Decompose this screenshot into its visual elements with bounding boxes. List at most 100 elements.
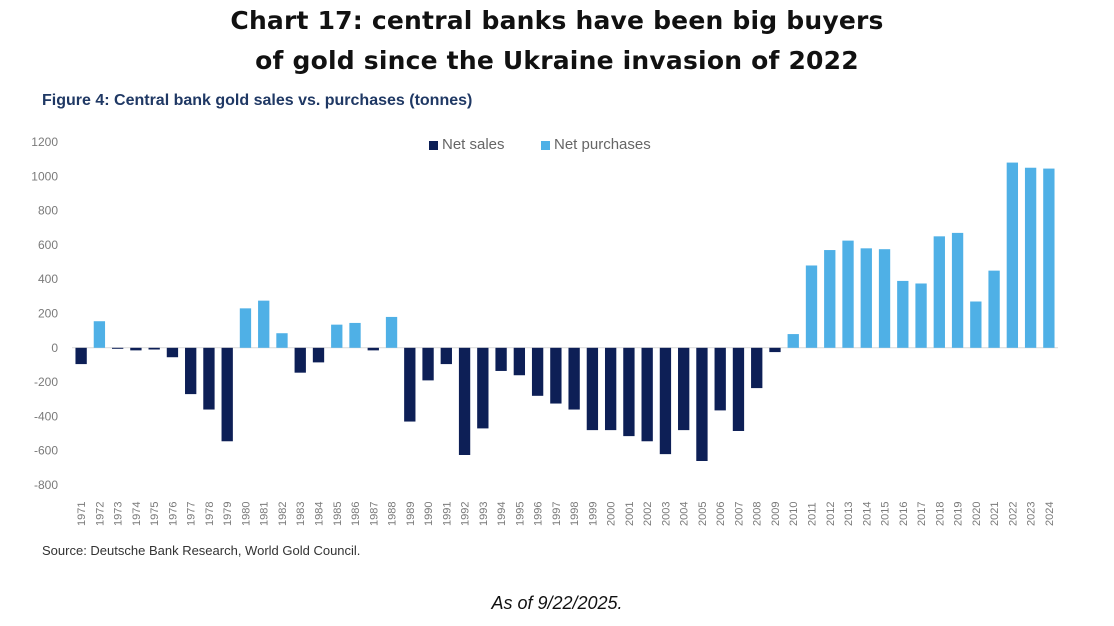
- bar-1971: [75, 347, 87, 365]
- x-tick-label: 2015: [880, 502, 892, 526]
- x-tick-label: 1991: [441, 502, 453, 526]
- x-tick-label: 1994: [496, 502, 508, 526]
- bar-1982: [276, 333, 288, 348]
- x-tick-label: 1989: [405, 502, 417, 526]
- x-tick-label: 2023: [1026, 502, 1038, 526]
- y-tick-label: 800: [38, 204, 58, 218]
- x-tick-label: 1972: [94, 502, 106, 526]
- bar-2011: [805, 265, 818, 348]
- x-tick-label: 1985: [332, 502, 344, 526]
- legend-label-net-purchases: Net purchases: [554, 136, 651, 153]
- chart-main-title-line1: Chart 17: central banks have been big bu…: [230, 6, 884, 35]
- bar-1997: [550, 347, 562, 404]
- x-tick-label: 1993: [478, 502, 490, 526]
- bar-1981: [258, 300, 270, 348]
- y-tick-label: -200: [34, 375, 58, 389]
- bar-1989: [404, 347, 416, 422]
- legend-swatch-net-sales: [429, 141, 438, 150]
- x-tick-label: 2021: [989, 502, 1001, 526]
- bar-2015: [878, 249, 891, 348]
- bar-chart: 120010008006004002000-200-400-600-800197…: [31, 135, 1058, 526]
- x-tick-label: 2017: [916, 502, 928, 526]
- x-tick-label: 2001: [624, 502, 636, 526]
- bar-2018: [933, 236, 945, 348]
- x-tick-label: 2003: [660, 502, 672, 526]
- y-tick-label: -400: [34, 409, 58, 423]
- y-tick-label: 0: [51, 341, 58, 355]
- bar-1992: [458, 347, 471, 455]
- bar-1999: [586, 347, 599, 431]
- bar-1987: [367, 347, 379, 351]
- x-tick-label: 1978: [204, 502, 216, 526]
- x-tick-label: 1983: [295, 502, 307, 526]
- x-tick-label: 1982: [277, 502, 289, 526]
- x-tick-label: 1975: [149, 502, 161, 526]
- bar-2013: [842, 240, 854, 348]
- bar-2009: [769, 347, 781, 353]
- x-tick-label: 1986: [350, 502, 362, 526]
- x-tick-label: 2012: [825, 502, 837, 526]
- bar-2014: [860, 248, 872, 348]
- x-tick-label: 1980: [240, 502, 252, 526]
- x-tick-label: 1999: [587, 502, 599, 526]
- bar-1976: [166, 347, 179, 358]
- bar-1988: [385, 316, 398, 348]
- bar-1978: [203, 347, 215, 410]
- y-tick-label: 1000: [31, 169, 58, 183]
- x-tick-label: 2004: [679, 502, 691, 526]
- bar-1990: [422, 347, 434, 381]
- x-tick-label: 2011: [807, 502, 819, 526]
- x-tick-label: 2014: [861, 502, 873, 526]
- bar-2010: [787, 334, 799, 348]
- bar-2020: [970, 301, 982, 348]
- x-tick-label: 2022: [1007, 502, 1019, 526]
- bar-2001: [623, 347, 635, 437]
- y-tick-label: -800: [34, 478, 58, 492]
- x-tick-label: 2024: [1044, 502, 1056, 526]
- x-tick-label: 2007: [733, 502, 745, 526]
- x-tick-label: 2018: [934, 502, 946, 526]
- x-tick-label: 1992: [460, 502, 472, 526]
- bar-2008: [751, 347, 763, 389]
- x-tick-label: 2019: [953, 502, 965, 526]
- x-tick-label: 2009: [770, 502, 782, 526]
- bar-2024: [1043, 168, 1055, 348]
- bar-2002: [641, 347, 653, 442]
- x-tick-label: 1971: [76, 502, 88, 526]
- x-tick-label: 1977: [186, 502, 198, 526]
- y-tick-label: 600: [38, 238, 58, 252]
- bar-1979: [221, 347, 233, 442]
- chart-main-title-line2: of gold since the Ukraine invasion of 20…: [255, 46, 859, 75]
- bar-1984: [312, 347, 325, 363]
- bar-1983: [294, 347, 306, 373]
- x-tick-label: 1995: [514, 502, 526, 526]
- bar-1985: [331, 324, 343, 348]
- bar-1974: [130, 347, 142, 351]
- x-tick-label: 1974: [131, 502, 143, 526]
- y-tick-label: -600: [34, 444, 58, 458]
- bar-1972: [93, 321, 106, 348]
- y-tick-label: 200: [38, 307, 58, 321]
- legend-swatch-net-purchases: [541, 141, 550, 150]
- bar-2000: [604, 347, 617, 431]
- source-note: Source: Deutsche Bank Research, World Go…: [42, 543, 361, 558]
- bar-1977: [185, 347, 197, 395]
- x-tick-label: 2005: [697, 502, 709, 526]
- bar-2017: [915, 283, 927, 348]
- legend-label-net-sales: Net sales: [442, 136, 505, 153]
- bar-1995: [513, 347, 526, 376]
- bar-2005: [696, 347, 708, 461]
- x-tick-label: 2020: [971, 502, 983, 526]
- x-tick-label: 2006: [715, 502, 727, 526]
- x-tick-label: 2008: [752, 502, 764, 526]
- bar-2016: [897, 280, 909, 348]
- x-tick-label: 1987: [368, 502, 380, 526]
- x-tick-label: 1997: [551, 502, 563, 526]
- bar-2003: [659, 347, 672, 455]
- x-tick-label: 1988: [387, 502, 399, 526]
- x-tick-label: 1984: [314, 502, 326, 526]
- bar-1993: [477, 347, 489, 429]
- figure-title: Figure 4: Central bank gold sales vs. pu…: [42, 92, 473, 109]
- x-tick-label: 1976: [167, 502, 179, 526]
- bar-2006: [714, 347, 726, 411]
